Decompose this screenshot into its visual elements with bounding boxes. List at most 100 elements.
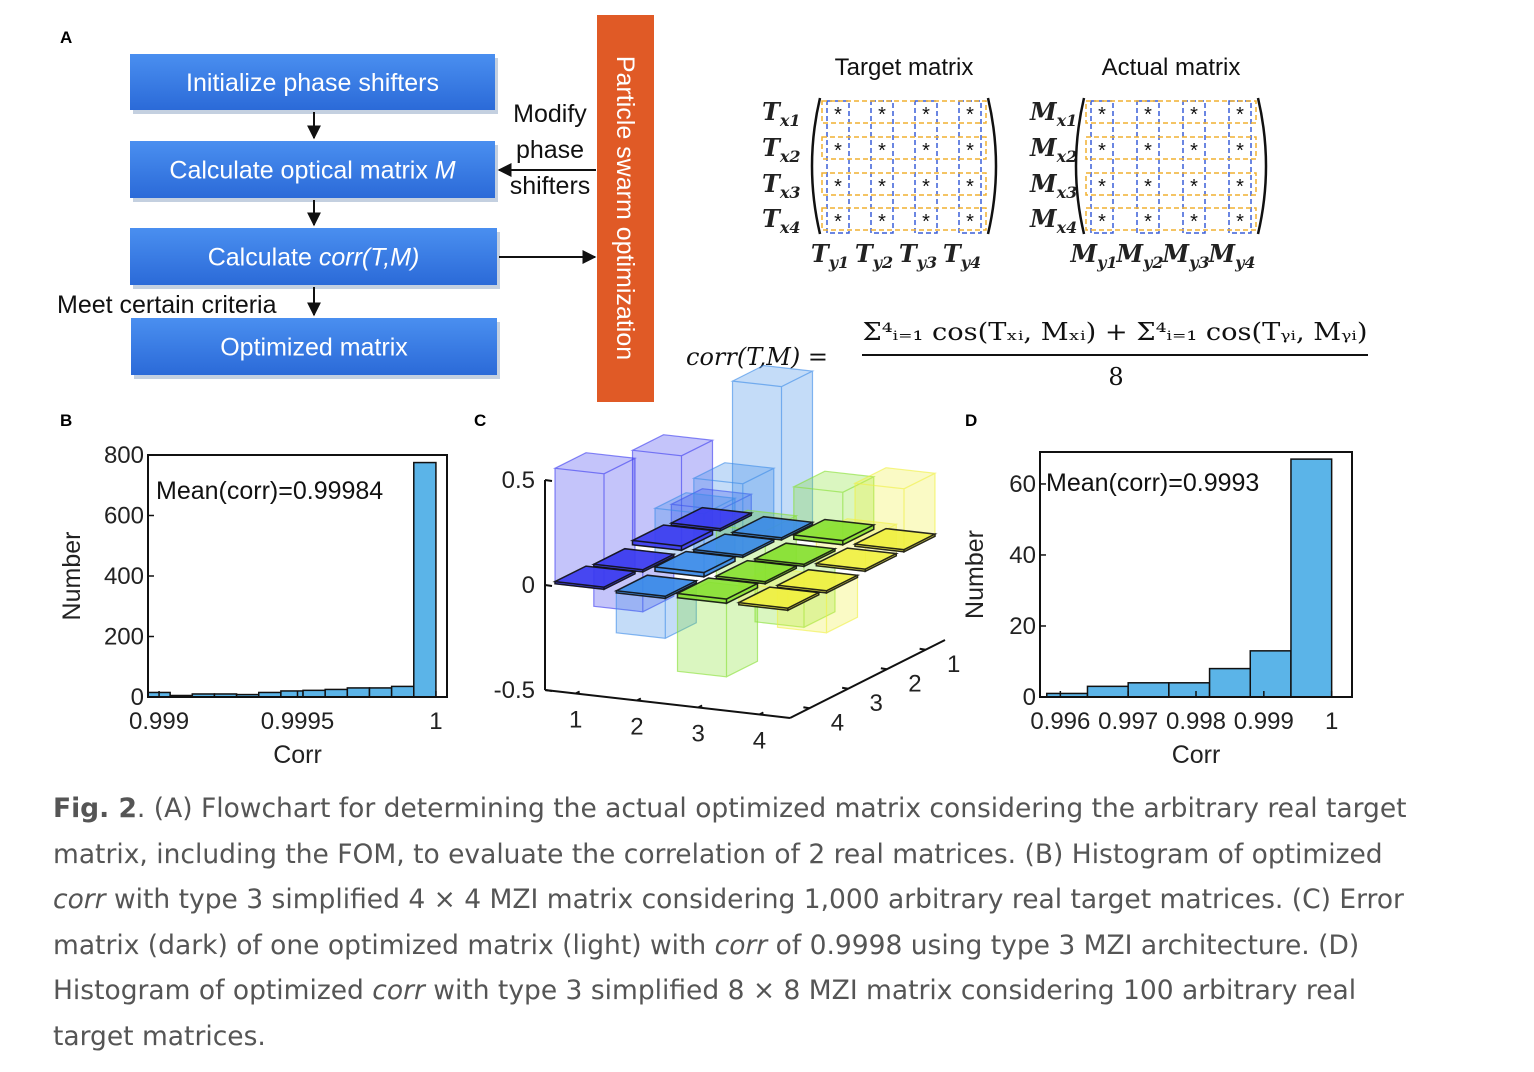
row-frame <box>821 207 987 231</box>
flow-step: Optimized matrix <box>220 334 408 362</box>
matrix-entry: * <box>966 211 974 233</box>
flow-step-text: Optimized matrix <box>220 334 408 362</box>
bar <box>1249 650 1292 698</box>
error-bar <box>813 547 899 573</box>
subscript: x3 <box>779 183 801 202</box>
matrix-entry: * <box>1236 176 1244 198</box>
matrix-entry: * <box>1190 176 1198 198</box>
z-tick-label: 0 <box>522 572 535 599</box>
x-tick-label: 4 <box>753 728 766 755</box>
row-frame <box>821 172 987 196</box>
flow-step: Initialize phase shifters <box>186 69 439 97</box>
column-label: Ty2 <box>855 239 893 272</box>
x-tick-label: 0.999 <box>129 708 189 735</box>
column-label: My3 <box>1161 239 1209 272</box>
bar <box>324 688 349 698</box>
matrix-entry: * <box>922 211 930 233</box>
column-label: Ty4 <box>943 239 981 272</box>
matrix-entry: * <box>1144 140 1152 162</box>
flow-step-text: corr(T,M) <box>319 244 419 272</box>
x-tick-label: 1 <box>429 708 442 735</box>
caption-text: of 0.9998 using type 3 MZI architecture.… <box>53 929 1360 1007</box>
column-label: Ty3 <box>899 239 937 272</box>
y-tick <box>880 667 888 671</box>
subscript: y4 <box>960 253 981 272</box>
error-bar <box>729 515 816 542</box>
subscript: y3 <box>916 253 937 272</box>
caption-text: . (A) Flowchart for determining the actu… <box>53 793 1407 870</box>
column-label: My2 <box>1115 239 1163 272</box>
x-tick-label: 1 <box>1325 708 1338 735</box>
matrix-entry: * <box>966 104 974 126</box>
matrix-entry: * <box>922 104 930 126</box>
matrix-entry: * <box>878 176 886 198</box>
symbol: T <box>943 239 963 268</box>
bar <box>346 687 371 698</box>
symbol: M <box>1207 239 1236 268</box>
subscript: y2 <box>1142 253 1163 272</box>
subscript: x3 <box>1056 183 1078 202</box>
z-tick <box>544 584 553 587</box>
symbol: T <box>762 204 782 233</box>
x-tick <box>575 690 581 695</box>
bar <box>1127 682 1170 698</box>
x-tick <box>697 704 703 709</box>
symbol: T <box>899 239 919 268</box>
y-tick <box>919 647 926 651</box>
caption: Fig. 2. (A) Flowchart for determining th… <box>53 786 1443 1059</box>
x-tick-label: 3 <box>691 721 704 748</box>
flow-step-text: Calculate <box>208 244 319 272</box>
bar <box>390 685 415 698</box>
y-tick-label: 4 <box>831 709 844 736</box>
caption-term: corr <box>53 884 106 915</box>
y-tick-label: 1 <box>947 651 960 678</box>
symbol: M <box>1029 169 1058 198</box>
flow-box <box>131 318 497 375</box>
y-tick-label: 40 <box>1009 542 1036 569</box>
bracket <box>1256 97 1268 235</box>
error-bar <box>791 518 877 547</box>
column-label: My4 <box>1207 239 1255 272</box>
matrix-entry: * <box>1098 104 1106 126</box>
row-frame <box>821 136 987 160</box>
bracket <box>810 97 822 235</box>
feedback-label: phase <box>516 136 584 164</box>
row-frame <box>821 100 987 124</box>
column-frame <box>1136 100 1160 234</box>
row-label: Mx2 <box>1029 133 1077 166</box>
subscript: x4 <box>779 218 801 237</box>
symbol: T <box>811 239 831 268</box>
symbol: T <box>762 169 782 198</box>
y-tick <box>803 706 810 710</box>
formula-denominator: 8 <box>1108 363 1123 391</box>
feedback-label: Modify <box>513 100 587 128</box>
y-tick-label: 0 <box>131 684 144 711</box>
row-frame <box>1085 136 1257 160</box>
error-bar <box>629 524 716 552</box>
matrix-entry: * <box>1190 140 1198 162</box>
matrix-bar <box>730 364 815 539</box>
figure: A B C D Initialize phase shifters Calculate o… <box>57 15 1368 769</box>
error-bar <box>552 565 638 591</box>
flow-step-text: M <box>435 157 456 185</box>
flow-box <box>130 141 495 198</box>
symbol: M <box>1029 204 1058 233</box>
matrix-entry: * <box>1236 104 1244 126</box>
matrix-entry: * <box>834 176 842 198</box>
subscript: x1 <box>1056 111 1078 130</box>
flow-step: Calculate optical matrix M <box>169 157 455 185</box>
y-tick-label: 400 <box>104 563 144 590</box>
row-label: Tx4 <box>762 204 801 237</box>
error-bar <box>736 586 822 612</box>
matrix-entry: * <box>966 140 974 162</box>
x-tick-label: 2 <box>630 714 643 741</box>
formula-numerator: Σ⁴ᵢ₌₁ cos(Tₓᵢ, Mₓᵢ) + Σ⁴ᵢ₌₁ cos(Tᵧᵢ, Mᵧᵢ… <box>863 318 1368 346</box>
subscript: y3 <box>1188 253 1209 272</box>
bar <box>368 687 393 698</box>
optimizer-label: Particle swarm optimization <box>611 56 639 360</box>
annotation: Mean(corr)=0.9993 <box>1046 469 1259 497</box>
flow-step-text: Initialize phase shifters <box>186 69 439 97</box>
error-bar <box>852 527 938 554</box>
subscript: x2 <box>1056 147 1078 166</box>
